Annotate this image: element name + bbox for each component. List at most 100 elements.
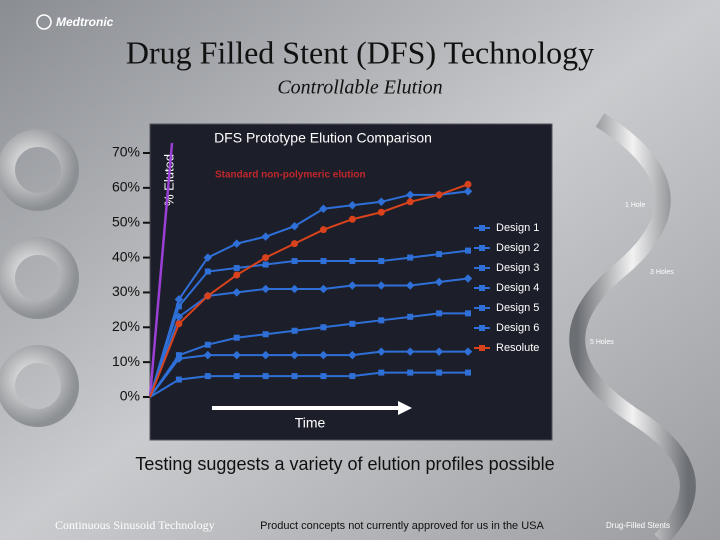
point	[174, 354, 184, 363]
logo-mark	[36, 14, 52, 30]
point	[204, 292, 212, 300]
point	[319, 204, 328, 214]
series-line	[149, 183, 469, 398]
point	[464, 180, 472, 188]
point	[348, 201, 357, 210]
series-line	[149, 190, 469, 398]
point	[233, 373, 240, 380]
logo: Medtronic	[56, 15, 114, 29]
point	[175, 320, 183, 328]
point	[262, 261, 269, 268]
point	[405, 347, 415, 356]
point	[377, 347, 386, 356]
point	[349, 373, 356, 380]
point	[291, 373, 298, 380]
time-arrowhead	[398, 401, 412, 415]
point	[203, 350, 213, 360]
caption: Testing suggests a variety of elution pr…	[135, 454, 554, 474]
legend-marker	[479, 325, 485, 331]
point	[434, 347, 444, 356]
point	[319, 284, 328, 294]
point	[465, 369, 471, 376]
side-label: 5 Holes	[590, 339, 614, 346]
reference-line	[148, 142, 174, 398]
legend-marker	[479, 285, 485, 291]
point	[407, 254, 414, 261]
point	[175, 376, 182, 383]
y-tick-label: 60%	[112, 179, 140, 195]
point	[290, 221, 299, 231]
legend-marker	[479, 245, 485, 251]
point	[463, 347, 473, 356]
point	[204, 341, 211, 348]
legend-label: Design 5	[496, 302, 539, 314]
point	[349, 320, 356, 327]
point	[377, 197, 386, 207]
legend-marker	[479, 345, 485, 351]
y-tick-label: 10%	[112, 353, 140, 369]
point	[261, 350, 270, 360]
point	[463, 274, 473, 283]
chart-title: DFS Prototype Elution Comparison	[214, 130, 432, 146]
point	[319, 350, 328, 360]
side-label: 1 Hole	[625, 202, 645, 209]
point	[348, 281, 357, 290]
annotation: Standard non-polymeric elution	[215, 170, 366, 181]
point	[232, 350, 241, 360]
point	[465, 247, 471, 254]
point	[406, 198, 414, 206]
legend-marker	[479, 225, 485, 231]
footer-right: Drug-Filled Stents	[606, 521, 670, 530]
point	[463, 187, 473, 196]
point	[290, 284, 299, 294]
point	[378, 258, 385, 265]
series-line	[149, 312, 468, 398]
point	[349, 258, 356, 265]
point	[377, 281, 386, 290]
point	[291, 258, 298, 265]
x-axis-label: Time	[295, 415, 326, 431]
point	[233, 271, 241, 279]
point	[320, 258, 327, 265]
point	[378, 369, 385, 376]
point	[348, 350, 357, 360]
point	[435, 191, 443, 199]
legend-label: Design 4	[496, 282, 539, 294]
point	[407, 313, 414, 320]
series-line	[149, 249, 469, 398]
point	[262, 373, 269, 380]
footer-center: Product concepts not currently approved …	[260, 520, 544, 532]
point	[233, 334, 240, 341]
point	[290, 350, 299, 360]
slide-title: Drug Filled Stent (DFS) Technology	[126, 34, 594, 70]
point	[434, 277, 444, 287]
legend-marker	[479, 265, 485, 271]
point	[377, 208, 385, 216]
point	[436, 369, 443, 376]
series-line	[149, 371, 468, 398]
point	[174, 295, 184, 304]
point	[320, 324, 327, 331]
legend-label: Resolute	[496, 342, 539, 354]
legend-label: Design 3	[496, 262, 539, 274]
y-tick-label: 70%	[112, 144, 140, 160]
point	[174, 312, 184, 322]
y-tick-label: 20%	[112, 318, 140, 334]
point	[348, 215, 356, 223]
slide-subtitle: Controllable Elution	[277, 77, 442, 99]
point	[407, 369, 414, 376]
point	[204, 268, 211, 275]
y-tick-label: 0%	[120, 388, 140, 404]
point	[232, 288, 241, 297]
point	[405, 281, 415, 290]
point	[262, 254, 270, 262]
point	[319, 226, 327, 234]
point	[465, 310, 471, 317]
footer-left: Continuous Sinusoid Technology	[55, 518, 215, 532]
chart-panel	[149, 123, 553, 441]
series-line	[149, 350, 468, 398]
side-label: 3 Holes	[650, 269, 674, 276]
legend-label: Design 1	[496, 222, 539, 234]
legend-label: Design 2	[496, 242, 539, 254]
